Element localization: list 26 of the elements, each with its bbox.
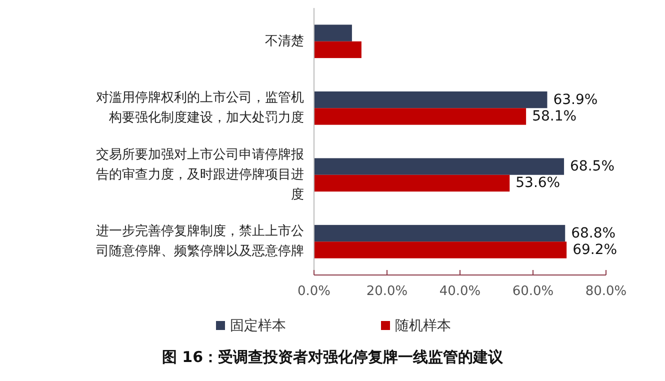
data-label: 53.6% <box>516 175 560 192</box>
bar <box>314 242 567 258</box>
legend-label: 固定样本 <box>230 318 286 334</box>
x-tick-label: 60.0% <box>512 284 554 299</box>
bar <box>314 108 526 125</box>
bar <box>314 41 362 58</box>
y-tick-label: 进一步完善停复牌制度，禁止上市公司随意停牌、频繁停牌以及恶意停牌 <box>96 223 304 260</box>
x-tick-label: 0.0% <box>297 284 331 299</box>
y-tick-label: 不清楚 <box>265 34 304 49</box>
bar <box>314 224 566 242</box>
text: 图 16：受调查投资者对强化停复牌一线监管的建议 <box>162 348 504 366</box>
bar <box>314 24 352 42</box>
data-label: 68.5% <box>570 158 615 175</box>
data-label: 63.9% <box>553 92 598 108</box>
x-tick-label: 20.0% <box>366 284 408 299</box>
y-tick-label: 对滥用停牌权利的上市公司，监管机构要强化制度建设，加大处罚力度 <box>96 90 304 126</box>
data-label: 68.8% <box>571 225 616 242</box>
bar <box>314 158 564 175</box>
x-tick-label: 40.0% <box>439 284 481 299</box>
bar <box>314 174 510 192</box>
data-label: 69.2% <box>572 242 618 258</box>
data-label: 58.1% <box>532 108 577 124</box>
x-tick-label: 80.0% <box>585 284 627 299</box>
bar <box>314 91 548 108</box>
legend-label: 随机样本 <box>395 318 451 334</box>
y-tick-label: 交易所要加强对上市公司申请停牌报告的审查力度，及时跟进停牌项目进度 <box>96 146 304 202</box>
